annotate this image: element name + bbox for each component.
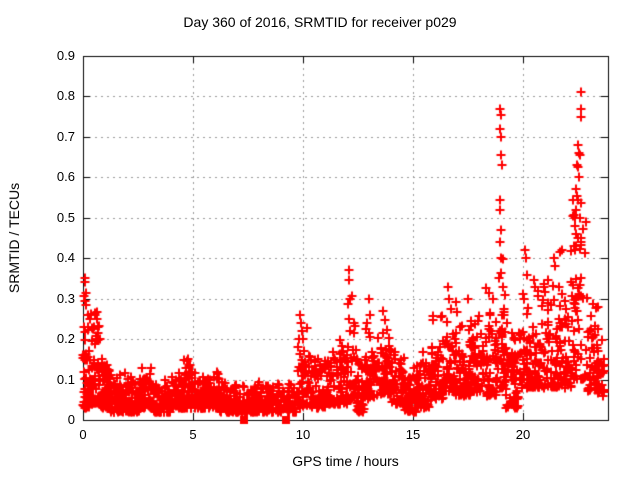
x-tick-label: 5 xyxy=(189,427,197,442)
y-tick-label: 0.3 xyxy=(56,291,75,306)
x-tick-label: 15 xyxy=(405,427,421,442)
y-tick-label: 0.8 xyxy=(56,88,75,103)
x-tick-label: 10 xyxy=(295,427,311,442)
y-tick-label: 0.2 xyxy=(56,331,75,346)
y-axis-label: SRMTID / TECUs xyxy=(6,182,22,294)
y-tick-label: 0.5 xyxy=(56,210,75,225)
y-tick-label: 0.1 xyxy=(56,372,75,387)
x-tick-label: 0 xyxy=(79,427,87,442)
y-tick-label: 0.9 xyxy=(56,48,75,63)
y-tick-label: 0.7 xyxy=(56,129,75,144)
y-tick-label: 0.6 xyxy=(56,169,75,184)
y-tick-label: 0.4 xyxy=(56,250,75,265)
chart-title: Day 360 of 2016, SRMTID for receiver p02… xyxy=(183,14,457,30)
x-tick-label: 20 xyxy=(515,427,531,442)
x-axis-label: GPS time / hours xyxy=(292,453,399,469)
y-tick-label: 0 xyxy=(67,412,75,427)
